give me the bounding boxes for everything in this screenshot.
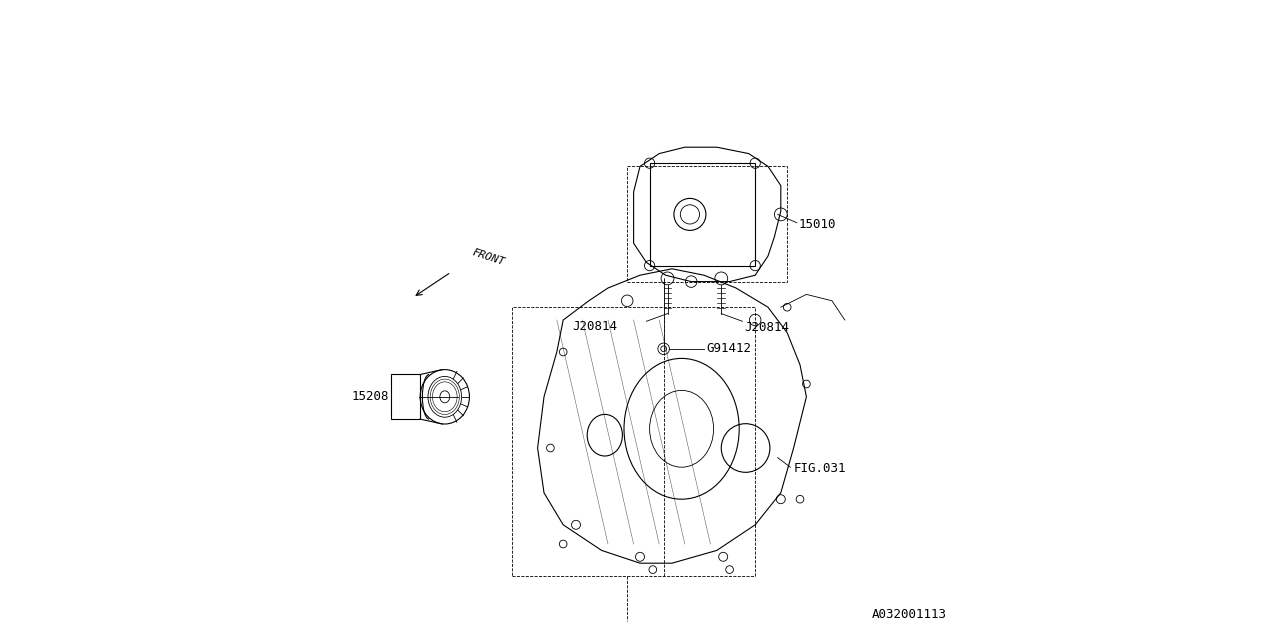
Text: G91412: G91412 bbox=[707, 342, 751, 355]
Text: J20814: J20814 bbox=[573, 320, 618, 333]
Text: FIG.031: FIG.031 bbox=[794, 462, 846, 475]
Bar bbox=[627, 166, 787, 282]
Text: FRONT: FRONT bbox=[471, 248, 506, 268]
Text: 15010: 15010 bbox=[799, 218, 836, 230]
Text: 15208: 15208 bbox=[352, 390, 389, 403]
Bar bbox=[650, 163, 755, 266]
Bar bbox=[512, 307, 755, 576]
Bar bbox=[392, 374, 420, 419]
Text: A032001113: A032001113 bbox=[872, 608, 947, 621]
Text: J20814: J20814 bbox=[745, 321, 790, 334]
